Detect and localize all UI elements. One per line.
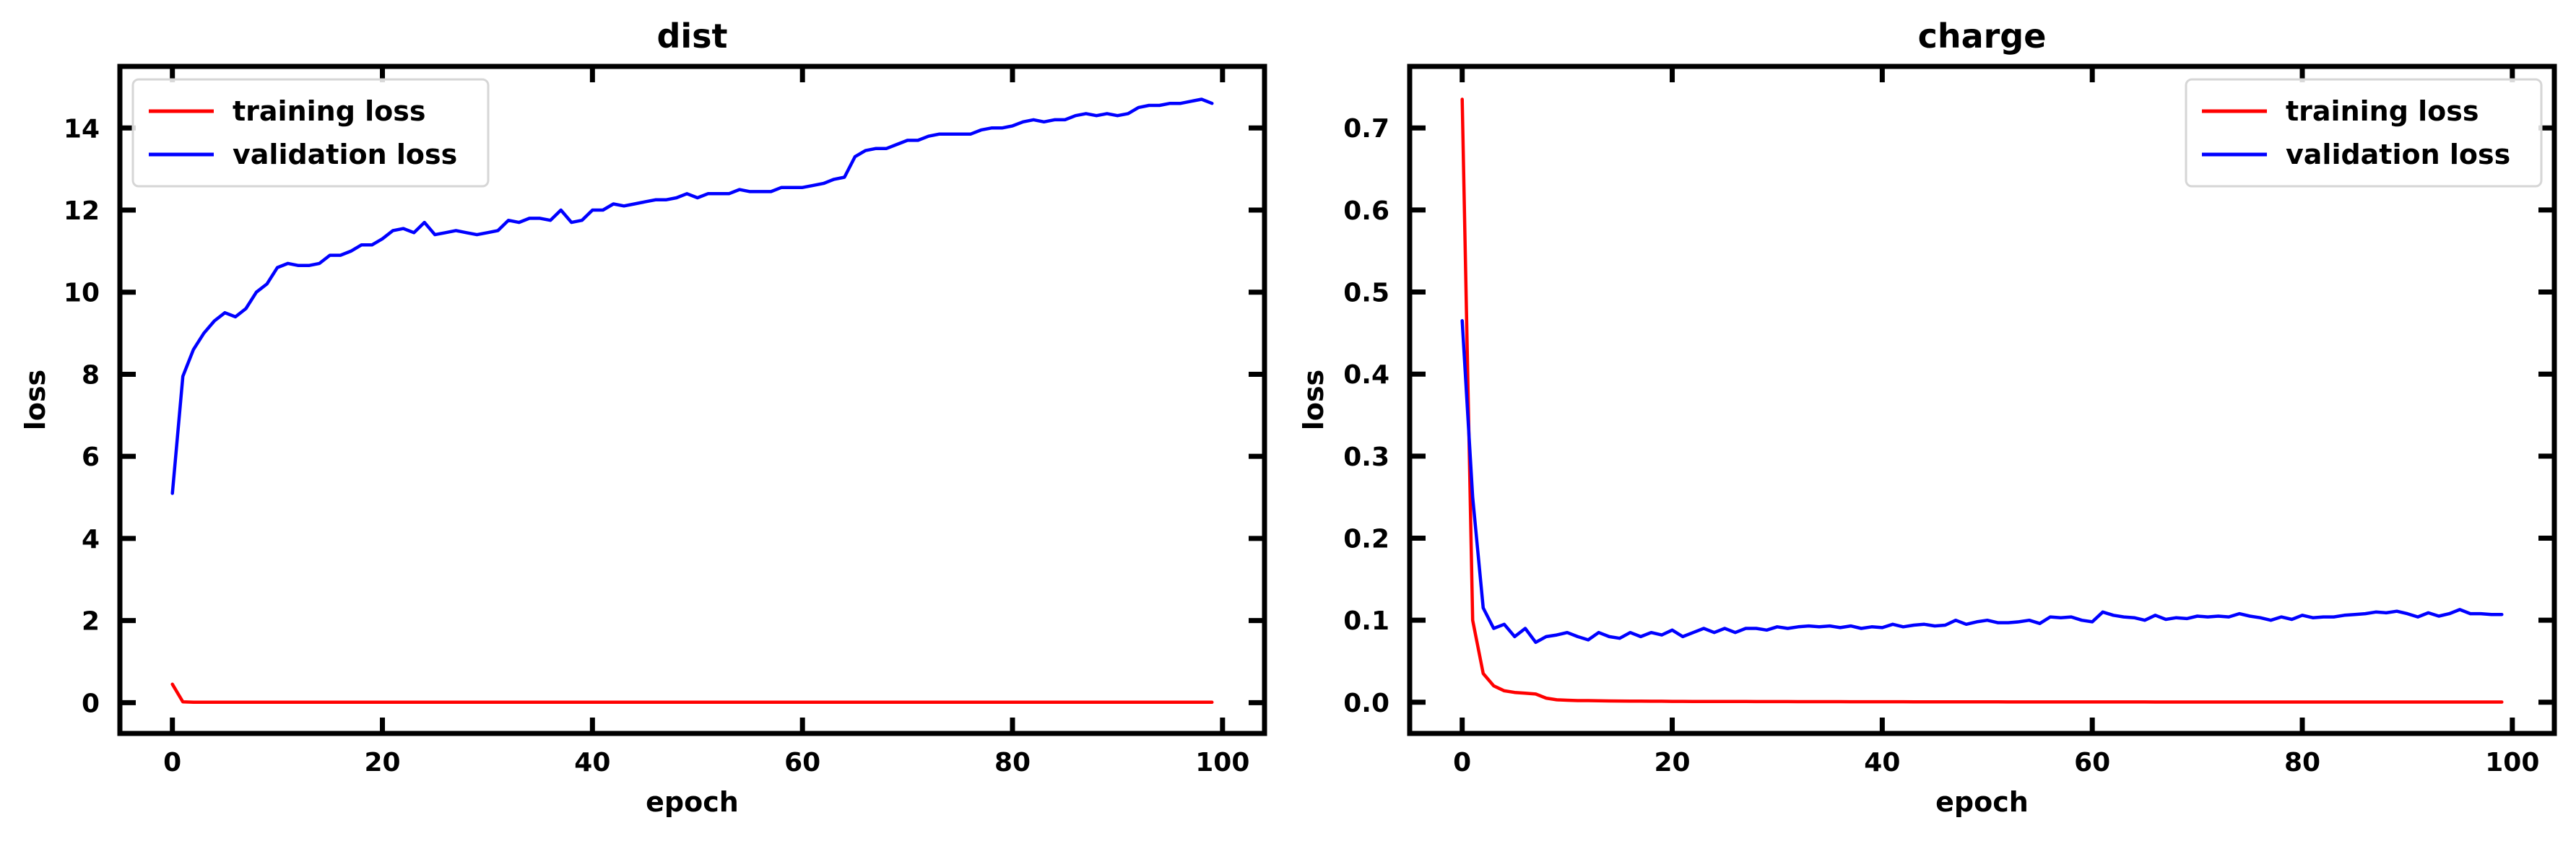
y-tick-label: 0.1 (1343, 606, 1389, 636)
y-tick-label: 14 (64, 114, 100, 144)
y-tick-label: 0.2 (1343, 525, 1389, 554)
chart-title: dist (656, 17, 727, 56)
y-axis-label: loss (1298, 370, 1330, 430)
x-tick-label: 100 (1195, 748, 1249, 777)
y-tick-label: 0.6 (1343, 196, 1389, 226)
panel-dist: dist 0 20 40 60 80 100 0 2 4 6 8 10 12 14 epoch loss trai… (19, 17, 1267, 818)
y-tick-label: 4 (82, 525, 100, 554)
legend-box (2185, 78, 2543, 188)
axes-frame (1407, 64, 2557, 736)
x-tick-label: 80 (2284, 748, 2320, 777)
x-tick-label: 0 (163, 748, 181, 777)
y-tick-label: 2 (82, 607, 100, 637)
chart-title: charge (1918, 17, 2047, 56)
x-tick-label: 60 (2074, 748, 2110, 777)
y-ticks: 0 2 4 6 8 10 12 14 (64, 114, 1265, 718)
y-tick-label: 0.3 (1343, 443, 1389, 472)
x-axis-label: epoch (1935, 786, 2029, 818)
x-tick-label: 40 (1864, 748, 1900, 777)
y-axis-label: loss (19, 370, 51, 430)
series-line-validation-loss (170, 97, 1214, 495)
legend-label: training loss (2286, 95, 2479, 127)
y-ticks: 0.0 0.1 0.2 0.3 0.4 0.5 0.6 0.7 (1343, 114, 2554, 718)
legend: training loss validation loss (131, 78, 490, 188)
series-line-training-loss (170, 682, 1214, 705)
y-tick-label: 0.4 (1343, 360, 1389, 390)
series-line-validation-loss (1460, 319, 2504, 645)
x-tick-label: 60 (784, 748, 820, 777)
y-tick-label: 10 (64, 279, 100, 308)
legend-label: validation loss (233, 139, 457, 170)
series-lines (170, 97, 1214, 705)
y-tick-label: 8 (82, 360, 100, 390)
x-tick-label: 20 (364, 748, 400, 777)
x-ticks: 0 20 40 60 80 100 (1453, 66, 2539, 777)
y-tick-label: 12 (64, 196, 100, 226)
legend: training loss validation loss (2185, 78, 2543, 188)
y-tick-label: 0.7 (1343, 114, 1389, 144)
x-tick-label: 20 (1654, 748, 1690, 777)
y-tick-label: 0 (82, 689, 100, 718)
x-tick-label: 100 (2485, 748, 2539, 777)
x-tick-label: 0 (1453, 748, 1471, 777)
legend-box (131, 78, 490, 188)
y-tick-label: 0.0 (1343, 689, 1389, 718)
y-tick-label: 6 (82, 443, 100, 472)
axes-frame (117, 64, 1267, 736)
legend-label: training loss (233, 95, 426, 127)
x-tick-label: 40 (574, 748, 610, 777)
x-axis-label: epoch (646, 786, 739, 818)
series-lines (1460, 97, 2504, 704)
legend-label: validation loss (2286, 139, 2510, 170)
x-tick-label: 80 (994, 748, 1031, 777)
series-line-training-loss (1460, 97, 2504, 704)
y-tick-label: 0.5 (1343, 279, 1389, 308)
